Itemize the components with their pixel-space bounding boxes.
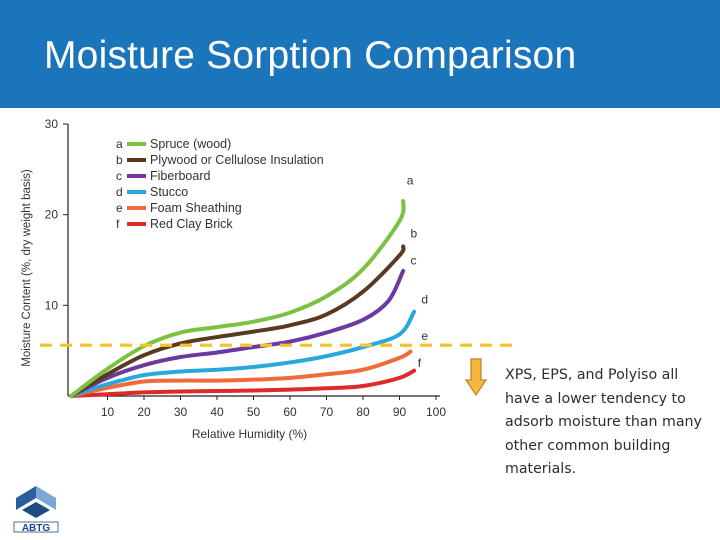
down-arrow-icon: [465, 358, 487, 396]
abtg-logo: ABTG: [8, 484, 64, 539]
legend-letter-c: c: [116, 169, 122, 183]
curve-label-c: c: [410, 254, 416, 268]
x-tick-label: 60: [283, 405, 297, 419]
x-tick-label: 70: [320, 405, 334, 419]
x-tick-label: 10: [101, 405, 115, 419]
legend-letter-b: b: [116, 153, 123, 167]
legend-label-f: Red Clay Brick: [150, 217, 233, 231]
series-line-d: [69, 309, 417, 398]
series-line-c: [69, 268, 406, 398]
legend-letter-d: d: [116, 185, 123, 199]
y-tick-label: 30: [45, 117, 59, 131]
x-tick-label: 30: [174, 405, 188, 419]
x-tick-label: 100: [426, 405, 446, 419]
legend-letter-f: f: [116, 217, 120, 231]
legend-label-a: Spruce (wood): [150, 137, 231, 151]
y-tick-label: 20: [45, 208, 59, 222]
legend-label-e: Foam Sheathing: [150, 201, 242, 215]
curve-label-e: e: [421, 329, 428, 343]
series-line-b: [69, 244, 406, 398]
sorption-note: XPS, EPS, and Polyiso all have a lower t…: [505, 367, 702, 477]
slide-header: Moisture Sorption Comparison: [0, 0, 720, 108]
legend-letter-a: a: [116, 137, 123, 151]
x-tick-label: 20: [137, 405, 151, 419]
curve-label-a: a: [407, 174, 414, 188]
x-axis-label: Relative Humidity (%): [192, 427, 307, 441]
curve-label-d: d: [421, 293, 428, 307]
x-tick-label: 40: [210, 405, 224, 419]
curve-label-f: f: [418, 356, 422, 370]
x-tick-label: 80: [356, 405, 370, 419]
legend-label-d: Stucco: [150, 185, 188, 199]
legend-label-b: Plywood or Cellulose Insulation: [150, 153, 324, 167]
logo-text: ABTG: [22, 523, 51, 534]
slide-title: Moisture Sorption Comparison: [44, 34, 577, 77]
y-axis-label: Moisture Content (%, dry weight basis): [21, 169, 33, 367]
curve-label-b: b: [410, 226, 417, 240]
y-tick-label: 10: [45, 298, 59, 312]
moisture-sorption-chart: 10 20 30 10 20 30 40 50 60 70 80 90 100 Relative Humi…: [21, 117, 512, 441]
x-tick-label: 50: [247, 405, 261, 419]
abtg-logo-mark: ABTG: [13, 486, 59, 534]
x-tick-label: 90: [393, 405, 407, 419]
legend-letter-e: e: [116, 201, 123, 215]
legend-label-c: Fiberboard: [150, 169, 210, 183]
series-line-e: [69, 349, 413, 398]
series-line-f: [69, 368, 417, 398]
series-line-a: [69, 199, 406, 398]
